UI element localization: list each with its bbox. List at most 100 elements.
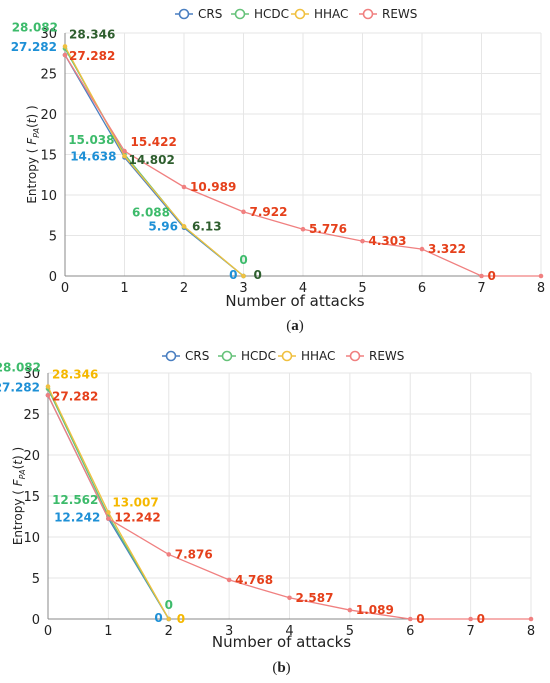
y-tick-label: 0	[32, 613, 40, 628]
y-tick-label: 20	[23, 449, 40, 464]
x-tick-label: 0	[61, 281, 69, 296]
data-point-rews	[407, 616, 413, 622]
legend-marker-hhac	[294, 8, 306, 20]
data-point-hhac	[122, 153, 127, 159]
data-label-rews: 2.587	[296, 591, 334, 605]
data-point-hhac	[62, 44, 68, 49]
data-label-hcdc: 0	[239, 253, 247, 267]
data-label-rews: 4.768	[235, 573, 273, 587]
data-label-hhac: 14.802	[129, 153, 175, 167]
legend-marker-rews	[349, 350, 361, 362]
data-point-rews	[45, 392, 51, 398]
chart-panel-b: 0 1 2 3 4 5 6 7 8 0 5 10 15 20 25 30 Number of attacks En…	[0, 349, 535, 676]
data-label-rews: 27.282	[69, 49, 115, 63]
legend-label-hcdc: HCDC	[241, 349, 276, 363]
x-axis-label: Number of attacks	[212, 633, 351, 651]
legend-label-hcdc: HCDC	[254, 7, 289, 21]
y-tick-label: 30	[23, 367, 40, 382]
legend-label-rews: REWS	[369, 349, 404, 363]
data-point-rews	[287, 595, 292, 601]
y-tick-label: 0	[49, 270, 57, 285]
data-point-rews	[106, 516, 111, 521]
data-label-rews: 0	[488, 269, 496, 283]
y-tick-label: 15	[23, 490, 40, 505]
x-tick-label: 6	[418, 281, 426, 296]
data-point-rews	[468, 616, 473, 622]
legend-marker-hcdc	[221, 350, 233, 362]
data-point-rews	[241, 209, 246, 215]
y-axis-label: Entropy ( FPA(t) )	[11, 447, 27, 545]
data-point-rews	[62, 52, 68, 58]
data-label-rews: 1.089	[356, 603, 394, 617]
x-tick-label: 0	[44, 624, 52, 639]
data-point-hhac	[241, 273, 246, 279]
legend-label-hhac: HHAC	[301, 349, 335, 363]
data-point-rews	[360, 238, 365, 244]
data-point-hhac	[166, 616, 172, 622]
data-label-hcdc: 28.082	[12, 21, 58, 35]
legend-marker-crs	[165, 350, 177, 362]
y-tick-label: 10	[23, 531, 40, 546]
data-label-rews: 10.989	[190, 180, 236, 194]
data-label-rews: 27.282	[52, 389, 98, 403]
data-label-rews: 0	[477, 612, 485, 626]
data-point-hhac	[45, 384, 51, 389]
x-tick-label: 4	[299, 281, 307, 296]
data-label-crs: 0	[154, 611, 162, 625]
data-label-hcdc: 15.038	[68, 133, 114, 147]
x-tick-label: 2	[180, 281, 188, 296]
data-label-rews: 4.303	[369, 234, 407, 248]
x-tick-label: 4	[285, 624, 293, 639]
chart-panel-a: 0 1 2 3 4 5 6 7 8 0 5 10 15 20 25 30 Number of attacks En…	[11, 7, 545, 334]
legend-marker-hcdc	[234, 8, 246, 20]
y-tick-label: 5	[49, 230, 57, 245]
legend-marker-hhac	[281, 350, 293, 362]
data-point-rews	[419, 246, 425, 252]
y-axis-label: Entropy ( FPA(t) )	[25, 105, 41, 203]
legend-label-hhac: HHAC	[314, 7, 348, 21]
x-tick-label: 3	[239, 281, 247, 296]
figure-caption: (a)	[286, 318, 304, 334]
data-label-hhac: 0	[254, 268, 262, 282]
data-label-rews: 3.322	[428, 242, 466, 256]
x-tick-label: 5	[346, 624, 354, 639]
data-label-hcdc: 12.562	[52, 493, 98, 507]
data-point-rews	[166, 552, 172, 557]
series-line-hhac	[64, 46, 244, 277]
x-tick-label: 5	[358, 281, 366, 296]
data-label-rews: 5.776	[309, 222, 347, 236]
x-tick-label: 3	[225, 624, 233, 639]
x-tick-label: 8	[527, 624, 535, 639]
data-point-rews	[479, 273, 484, 279]
data-point-rews	[300, 226, 306, 232]
x-tick-label: 1	[104, 624, 112, 639]
data-point-rews	[181, 184, 187, 190]
legend-label-rews: REWS	[382, 7, 417, 21]
data-label-rews: 12.242	[114, 511, 160, 525]
data-label-rews: 7.876	[175, 547, 213, 561]
data-label-hhac: 0	[177, 612, 185, 626]
data-label-hcdc: 0	[165, 598, 173, 612]
data-label-crs: 5.96	[148, 220, 178, 234]
data-label-rews: 15.422	[131, 135, 177, 149]
x-tick-label: 7	[477, 281, 485, 296]
y-tick-label: 25	[23, 408, 40, 423]
data-label-crs: 0	[229, 268, 237, 282]
data-label-rews: 7.922	[250, 205, 288, 219]
x-axis-label: Number of attacks	[225, 292, 364, 310]
data-label-crs: 27.282	[0, 380, 40, 394]
data-point-rews	[528, 616, 534, 622]
data-point-hhac	[181, 224, 187, 229]
x-tick-label: 2	[165, 624, 173, 639]
legend-label-crs: CRS	[198, 7, 222, 21]
x-tick-label: 1	[120, 281, 128, 296]
data-point-rews	[226, 577, 232, 583]
x-tick-label: 7	[466, 624, 474, 639]
x-tick-label: 6	[406, 624, 414, 639]
data-label-hhac: 13.007	[112, 495, 158, 509]
y-tick-label: 25	[40, 68, 57, 83]
data-label-hhac: 28.346	[69, 27, 115, 41]
y-tick-label: 5	[32, 572, 40, 587]
legend-label-crs: CRS	[185, 349, 209, 363]
